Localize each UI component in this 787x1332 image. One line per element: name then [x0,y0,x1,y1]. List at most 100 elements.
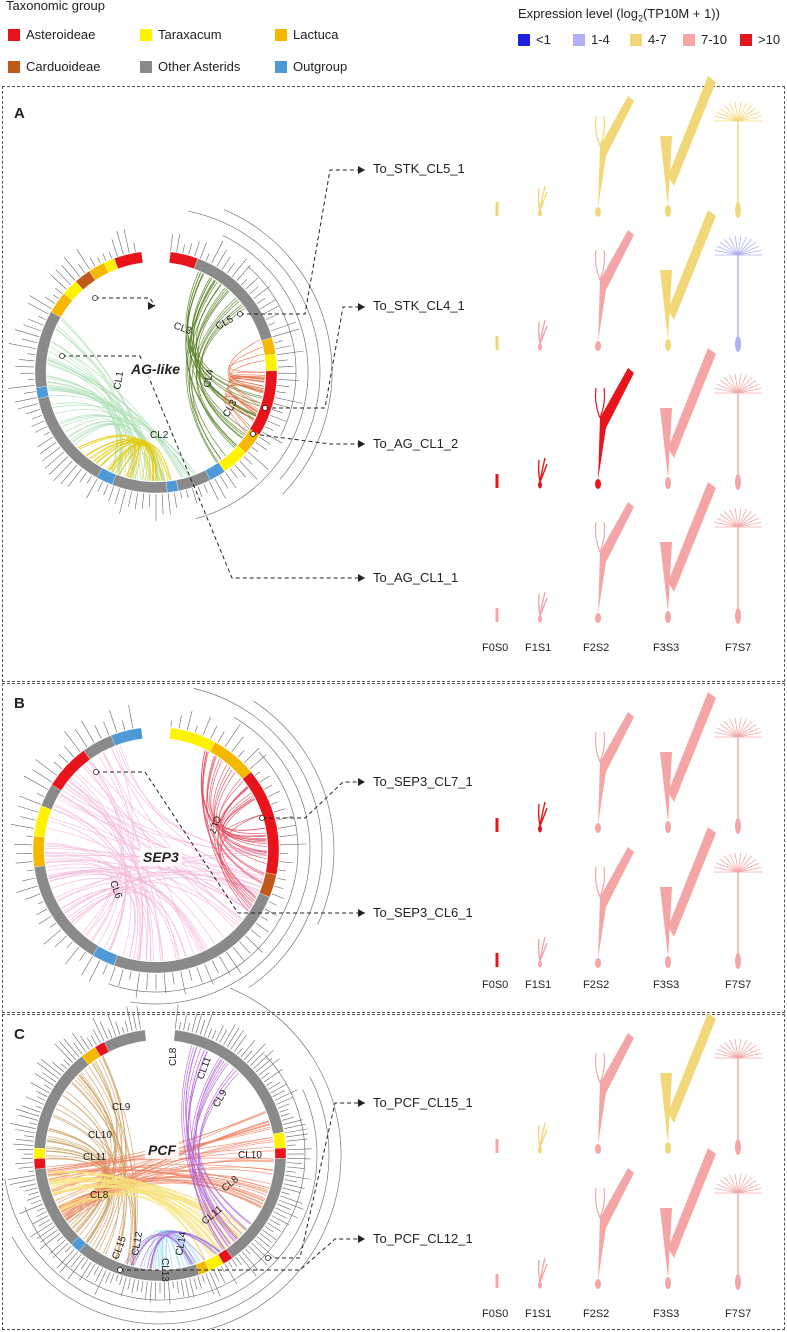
cluster-chord [218,780,265,831]
legend-swatch [8,28,20,41]
legend-swatch [8,60,20,73]
stage-pappus-bristle [737,235,742,256]
cluster-chord [68,1158,274,1224]
flower-stage-glyph [714,507,762,624]
tree-branch [241,279,247,286]
stage-pappus-bristle [737,1188,762,1194]
stage-floret-mark [537,1122,548,1148]
tree-branch [65,1245,72,1253]
tree-branch [19,1203,43,1214]
taxon-ring-segment [166,479,179,493]
tree-branch [238,1254,257,1277]
tree-branch [10,824,34,829]
tree-arc [223,209,333,495]
cluster-chord [47,1171,222,1252]
dashed-connector [95,297,156,307]
tree-branch [265,426,274,431]
tree-branch [114,488,120,504]
cluster-chord [72,423,145,481]
stage-achene-mark [735,474,741,490]
tree-branch [264,784,272,790]
taxon-ring-segment [32,835,46,868]
dashed-connector [240,169,365,315]
tree-branch [247,1043,266,1063]
stage-pappus-bristle [714,250,739,256]
tree-branch [26,869,34,872]
cluster-chord [49,1179,247,1230]
tree-branch [269,1218,280,1226]
cluster-chord [187,1051,226,1250]
tree-branch [73,1042,83,1055]
taxon-ring-segment [272,1131,286,1149]
cluster-chord [100,441,140,479]
tree-branch [180,491,183,499]
tree-branch [145,1281,148,1300]
tree-branch [37,1096,46,1101]
tree-branch [285,1128,308,1134]
tree-branch [225,472,237,489]
tree-branch [28,318,44,326]
flower-stage-glyph [537,457,548,489]
tree-branch [23,775,48,790]
cluster-chord [189,278,245,437]
stage-label: F0S0 [482,979,509,991]
tree-branch [207,1028,213,1038]
tree-branch [180,971,186,995]
cluster-chord [224,814,267,837]
stage-pappus-bristle [716,1048,739,1059]
panel-a-center-label: AG-like [128,360,184,378]
tree-branch [168,1281,171,1305]
flower-stage-glyph [714,373,762,490]
tree-branch [43,431,50,436]
stage-pappus-bristle [724,104,739,122]
tree-branch [279,843,307,846]
stage-pappus-bristle [734,1173,739,1194]
tree-branch [102,253,107,261]
stage-corolla-mark [668,210,716,320]
cluster-chord [194,287,248,432]
flower-stage-glyph [495,608,499,622]
tree-branch [108,1028,113,1038]
cluster-chord [67,891,137,958]
tree-branch [260,299,277,310]
tree-branch [276,391,287,394]
cluster-chord [229,346,264,393]
gene-label: To_PCF_CL12_1 [373,1231,473,1246]
tree-branch [128,491,132,507]
tree-branch [81,956,93,975]
flower-stage-glyph [537,1257,548,1289]
tree-branch [54,935,67,948]
tree-branch [58,1040,77,1061]
cluster-chord [47,381,159,482]
taxon-ring-segment [193,258,273,341]
tree-branch [277,366,294,368]
tree-branch [170,720,172,727]
taxon-ring-segment [169,251,198,269]
cluster-chord [187,272,263,397]
tree-branch [119,1276,123,1286]
stage-pappus-bristle [734,717,739,738]
flower-stage-glyph [537,1122,548,1154]
arrowhead-icon [358,166,365,174]
tree-branch [232,946,245,961]
tree-branch [277,1203,292,1210]
tree-branch [141,1280,144,1292]
flower-stage-glyph [714,235,762,352]
stage-stigma-mark [594,521,606,553]
tree-branch [267,420,281,427]
tree-arc [195,235,309,520]
tree-branch [115,1274,119,1282]
tree-branch [36,1091,48,1097]
stage-pappus-bristle [716,383,739,394]
tree-branch [192,488,198,504]
stage-corolla-mark [668,482,716,592]
tree-branch [274,885,284,890]
stage-label: F7S7 [725,979,752,991]
cluster-chord [71,855,267,923]
flower-stage-glyph [714,1038,762,1155]
tree-branch [148,493,151,507]
tree-branch [86,1037,94,1048]
tree-branch [286,1162,302,1164]
tree-branch [178,715,182,729]
tree-branch [195,1013,203,1034]
